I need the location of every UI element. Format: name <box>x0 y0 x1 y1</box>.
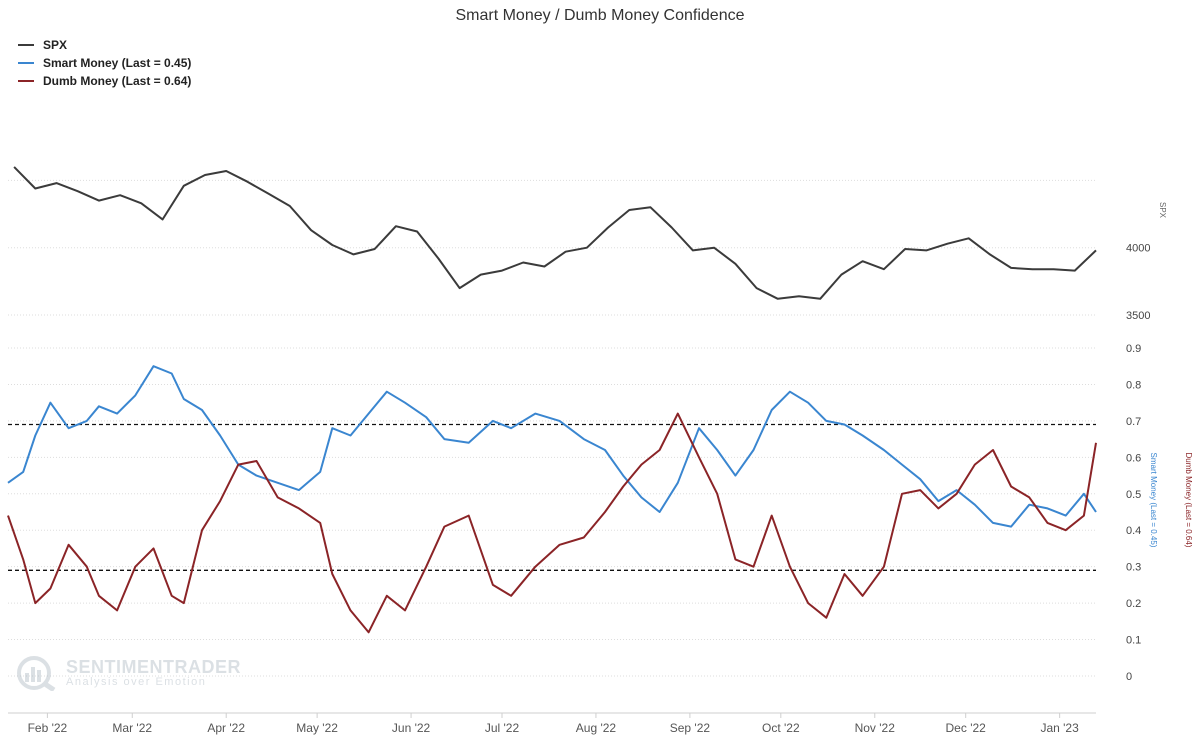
confidence-tick-label: 0.7 <box>1126 416 1141 428</box>
spx-tick-label: 4000 <box>1126 243 1150 255</box>
legend-label-smart-money: Smart Money (Last = 0.45) <box>43 56 192 70</box>
confidence-tick-label: 0.9 <box>1126 343 1141 355</box>
confidence-tick-label: 0.1 <box>1126 635 1141 647</box>
reference-lines <box>8 423 1096 571</box>
x-tick-label: Aug '22 <box>576 721 617 735</box>
x-tick-label: Mar '22 <box>112 721 152 735</box>
dumb-money-line[interactable] <box>7 412 1097 634</box>
confidence-tick-label: 0.8 <box>1126 379 1141 391</box>
x-tick-label: Oct '22 <box>762 721 800 735</box>
legend-swatch-smart-money <box>18 62 34 64</box>
confidence-tick-label: 0.4 <box>1126 525 1141 537</box>
legend-label-spx: SPX <box>43 38 68 52</box>
dumb-money-axis-label: Dumb Money (Last = 0.64) <box>1184 453 1193 548</box>
chart-title: Smart Money / Dumb Money Confidence <box>455 7 745 24</box>
legend-item-spx[interactable]: SPX <box>18 36 191 54</box>
x-tick-label: Jan '23 <box>1040 721 1079 735</box>
x-tick-label: Apr '22 <box>207 721 245 735</box>
axis-ticks: 4000 3500 SPX 0.9 0.8 0.7 0.6 0.5 0.4 0.3 0.2 0.1 0 S… <box>28 202 1193 735</box>
legend-label-dumb-money: Dumb Money (Last = 0.64) <box>43 74 192 88</box>
x-tick-label: Jul '22 <box>485 721 520 735</box>
legend-swatch-dumb-money <box>18 80 34 82</box>
x-tick-label: Feb '22 <box>28 721 68 735</box>
watermark-tagline: Analysis over Emotion <box>66 676 207 688</box>
legend-item-smart-money[interactable]: Smart Money (Last = 0.45) <box>18 54 191 72</box>
confidence-tick-label: 0.2 <box>1126 598 1141 610</box>
legend-item-dumb-money[interactable]: Dumb Money (Last = 0.64) <box>18 72 191 90</box>
series-lines <box>7 166 1097 634</box>
x-tick-label: Nov '22 <box>855 721 896 735</box>
watermark-logo-icon <box>17 656 56 691</box>
grid <box>8 179 1096 677</box>
spx-axis-label: SPX <box>1158 202 1167 219</box>
confidence-tick-label: 0 <box>1126 671 1132 683</box>
sentimentrader-watermark: SENTIMENTRADER Analysis over Emotion <box>14 655 241 691</box>
x-tick-label: Jun '22 <box>392 721 431 735</box>
x-tick-label: Sep '22 <box>670 721 711 735</box>
confidence-tick-label: 0.3 <box>1126 562 1141 574</box>
smart-money-line[interactable] <box>7 365 1097 528</box>
spx-tick-label: 3500 <box>1126 310 1150 322</box>
watermark-name: SENTIMENTRADER <box>66 657 242 677</box>
smart-money-axis-label: Smart Money (Last = 0.45) <box>1149 453 1158 548</box>
legend: SPX Smart Money (Last = 0.45) Dumb Money… <box>18 36 191 90</box>
confidence-tick-label: 0.5 <box>1126 489 1141 501</box>
legend-swatch-spx <box>18 44 34 46</box>
spx-line[interactable] <box>13 166 1097 300</box>
x-tick-label: May '22 <box>296 721 338 735</box>
x-tick-label: Dec '22 <box>946 721 987 735</box>
confidence-tick-label: 0.6 <box>1126 452 1141 464</box>
